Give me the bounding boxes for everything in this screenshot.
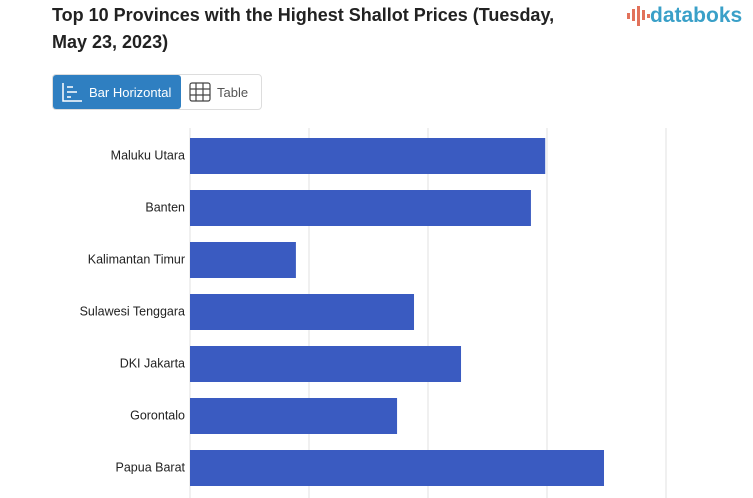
tab-label: Table [217,84,249,100]
bar [190,242,296,278]
y-tick-label: Gorontalo [130,408,185,422]
bar [190,450,605,486]
y-tick-label: Sulawesi Tenggara [80,304,185,318]
chart-title: Top 10 Provinces with the Highest Shallo… [52,5,555,52]
logo[interactable]: databoks [626,4,742,28]
y-tick-label: Kalimantan Timur [88,252,185,266]
chart: Maluku Utara Banten Kalimantan Timur Sulawe… [80,128,667,498]
logo-icon [627,6,650,27]
y-tick-label: Banten [145,200,185,214]
bar [190,294,415,330]
tab-bar[interactable]: Bar Horizontal [53,75,181,109]
tab-label: Bar Horizontal [89,84,172,100]
y-tick-label: Papua Barat [116,460,186,474]
bar [190,190,531,226]
bar [190,346,462,382]
bar [190,138,546,174]
table-icon [189,82,211,102]
view-tabs: Bar Horizontal Table [52,74,262,110]
y-tick-label: Maluku Utara [111,148,185,162]
logo-text: databoks [650,4,743,27]
bar [190,398,398,434]
bar-icon [62,83,82,102]
y-tick-label: DKI Jakarta [120,356,185,370]
tab-table[interactable]: Table [181,75,256,109]
